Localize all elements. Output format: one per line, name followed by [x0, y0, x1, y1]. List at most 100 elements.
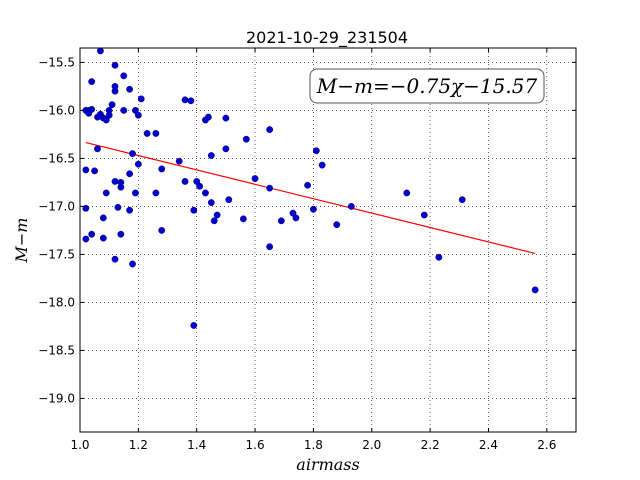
x-tick-label: 1.0	[70, 438, 89, 452]
data-point	[126, 206, 134, 214]
data-point	[181, 178, 189, 185]
data-point	[114, 203, 122, 211]
data-point	[304, 181, 311, 189]
data-point	[266, 126, 274, 134]
data-point	[126, 85, 134, 93]
equation-box: M−m=−0.75χ−15.57	[309, 68, 545, 104]
chart-title: 2021-10-29_231504	[246, 28, 408, 48]
data-point	[129, 260, 136, 268]
x-tick-label: 2.4	[479, 438, 498, 452]
data-point	[152, 130, 160, 137]
fit-line-group	[85, 141, 536, 255]
data-point	[111, 61, 119, 69]
data-point	[152, 189, 160, 197]
data-point	[158, 165, 166, 173]
data-point	[292, 214, 300, 222]
data-point	[204, 113, 212, 121]
x-tick-label: 2.0	[362, 438, 381, 452]
fit-line	[85, 141, 536, 255]
data-point	[175, 157, 183, 165]
data-point	[187, 97, 195, 105]
data-point	[91, 167, 98, 175]
data-point	[403, 189, 411, 197]
data-point	[99, 234, 107, 242]
data-point	[134, 111, 142, 119]
data-point	[132, 189, 139, 197]
x-tick-label: 1.8	[304, 438, 323, 452]
data-point	[458, 196, 466, 204]
y-tick-label: −19.0	[38, 391, 75, 405]
equation-frame	[309, 68, 545, 104]
y-tick-label: −17.0	[38, 199, 75, 213]
data-point	[310, 205, 317, 213]
data-point	[134, 160, 142, 168]
data-point	[99, 214, 107, 222]
y-tick-label: −16.0	[38, 103, 75, 117]
data-point	[181, 96, 189, 104]
data-point	[222, 114, 230, 122]
data-point	[117, 178, 125, 186]
data-point	[88, 106, 96, 113]
data-point	[88, 78, 96, 86]
data-point	[97, 47, 104, 55]
data-point	[94, 145, 101, 153]
data-point	[120, 107, 128, 114]
data-point	[202, 189, 209, 197]
data-point	[210, 217, 218, 225]
data-point	[266, 184, 274, 192]
data-point	[266, 243, 274, 251]
data-point	[143, 130, 151, 137]
data-point	[251, 175, 259, 182]
plot-frame	[79, 47, 577, 433]
data-point	[225, 196, 233, 204]
data-point	[105, 107, 113, 114]
data-points	[82, 47, 539, 329]
data-point	[196, 182, 204, 190]
data-point	[190, 206, 198, 214]
data-point	[88, 230, 96, 238]
data-point	[435, 253, 443, 261]
data-point	[242, 135, 250, 143]
data-point	[108, 101, 116, 109]
data-point	[190, 322, 198, 329]
x-tick-label: 1.4	[187, 438, 206, 452]
grid	[79, 48, 576, 432]
x-tick-label: 1.2	[129, 438, 148, 452]
data-point	[120, 72, 128, 80]
data-point	[420, 211, 428, 219]
data-point	[117, 230, 125, 238]
data-point	[111, 178, 119, 185]
data-point	[82, 166, 90, 174]
data-point	[129, 150, 136, 158]
data-point	[318, 161, 326, 169]
data-point	[111, 255, 119, 263]
data-point	[158, 226, 166, 234]
data-point	[531, 286, 539, 294]
data-point	[111, 83, 119, 90]
y-tick-label: −17.5	[38, 247, 75, 261]
data-point	[347, 202, 355, 210]
data-point	[207, 152, 215, 159]
data-point	[137, 95, 145, 103]
x-tick-label: 1.6	[246, 438, 265, 452]
y-tick-label: −15.5	[38, 55, 75, 69]
y-tick-label: −18.0	[38, 295, 75, 309]
data-point	[239, 215, 247, 223]
data-point	[207, 199, 215, 206]
equation-text: M−m=−0.75χ−15.57	[316, 74, 538, 98]
x-tick-label: 2.6	[537, 438, 556, 452]
y-axis-label: M−m	[12, 218, 31, 264]
x-tick-label: 2.2	[421, 438, 440, 452]
x-axis-label: airmass	[296, 455, 359, 474]
data-point	[277, 217, 285, 225]
data-point	[333, 221, 341, 229]
data-point	[82, 204, 90, 212]
axis-ticks: 1.0 1.2 1.4 1.6 1.8 2.0 2.2 2.4 2.6 −15.5 −16.0 −16…	[38, 48, 576, 452]
data-point	[82, 235, 90, 243]
y-tick-label: −16.5	[38, 151, 75, 165]
y-tick-label: −18.5	[38, 343, 75, 357]
data-point	[312, 147, 320, 155]
data-point	[126, 170, 134, 178]
data-point	[102, 189, 110, 197]
